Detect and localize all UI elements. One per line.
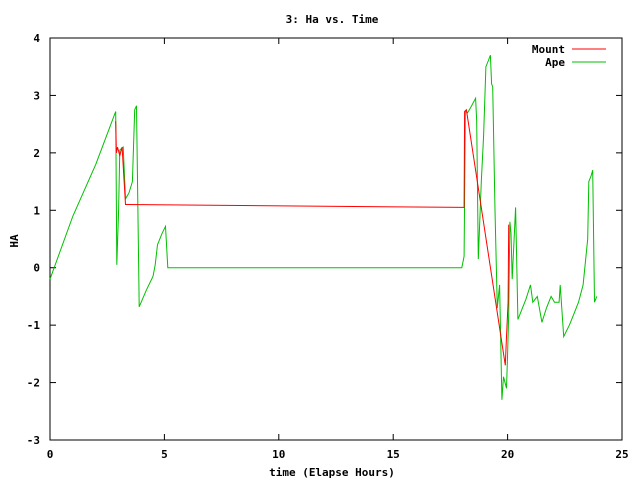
x-tick-label: 0 [47,448,54,461]
y-tick-label: 4 [33,32,40,45]
axis-ticks: 0 5 10 15 20 25 -3 -2 -1 0 1 2 3 4 [27,32,629,461]
series-line-mount [115,108,510,366]
y-tick-label: -3 [27,434,40,447]
y-tick-label: 3 [33,89,40,102]
y-tick-label: 1 [33,204,40,217]
legend-label-ape: Ape [545,56,565,69]
x-tick-label: 25 [615,448,628,461]
legend-label-mount: Mount [532,43,565,56]
y-tick-label: 0 [33,262,40,275]
x-tick-label: 20 [501,448,514,461]
chart-title: 3: Ha vs. Time [286,13,379,26]
y-tick-label: -2 [27,377,40,390]
plot-frame [49,37,623,441]
x-tick-label: 15 [387,448,400,461]
series-layer [49,55,598,400]
y-tick-label: 2 [33,147,40,160]
x-tick-label: 5 [161,448,168,461]
series-line-ape [49,55,598,400]
x-tick-label: 10 [272,448,285,461]
x-axis-label: time (Elapse Hours) [269,466,395,479]
y-tick-label: -1 [27,319,41,332]
y-axis-label: HA [8,234,21,248]
